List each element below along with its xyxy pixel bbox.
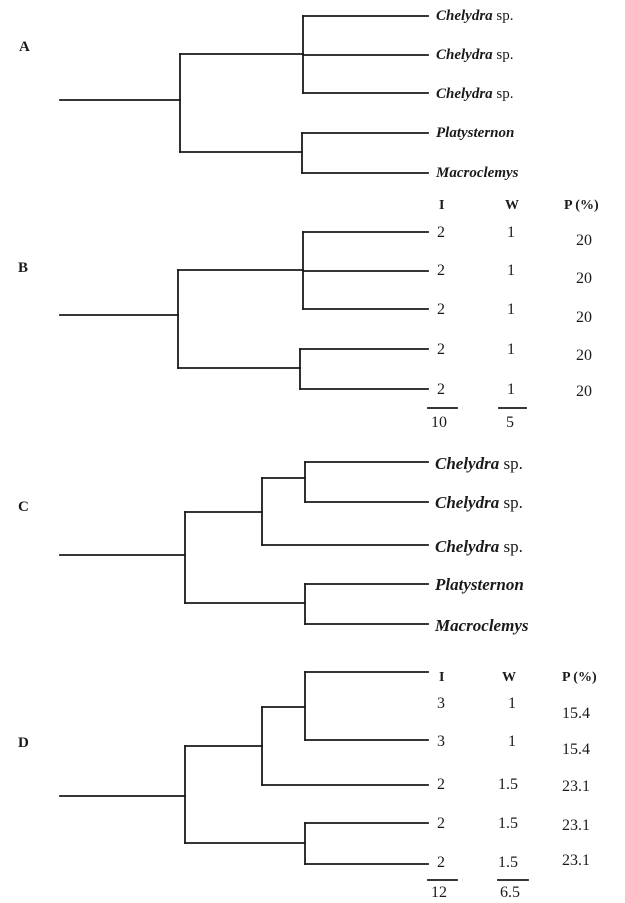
- cell-i: 2: [437, 381, 445, 398]
- cell-i: 2: [437, 854, 445, 871]
- taxon-label: Macroclemys: [436, 165, 519, 181]
- total-w: 5: [506, 414, 514, 431]
- cell-p: 23.1: [562, 778, 590, 795]
- column-header-w: W: [502, 670, 516, 685]
- cell-i: 3: [437, 695, 445, 712]
- taxon-label: Chelydra sp.: [435, 454, 523, 473]
- cell-i: 2: [437, 301, 445, 318]
- column-header-i: I: [439, 670, 445, 685]
- taxon-label: Platysternon: [435, 575, 524, 594]
- taxon-label: Chelydra sp.: [435, 493, 523, 512]
- cell-p: 15.4: [562, 741, 590, 758]
- total-i: 10: [431, 414, 447, 431]
- tree-a: [59, 15, 429, 174]
- cell-i: 3: [437, 733, 445, 750]
- cell-p: 20: [576, 383, 592, 400]
- column-header-w: W: [505, 198, 519, 213]
- taxon-label: Chelydra sp.: [436, 47, 514, 63]
- cell-w: 1: [507, 224, 515, 241]
- taxon-label: Platysternon: [436, 125, 515, 141]
- cell-w: 1.5: [498, 854, 518, 871]
- cell-p: 23.1: [562, 817, 590, 834]
- cell-w: 1: [507, 381, 515, 398]
- cell-p: 20: [576, 270, 592, 287]
- taxon-label: Macroclemys: [435, 616, 529, 635]
- panel-label-d: D: [18, 735, 29, 751]
- cell-i: 2: [437, 224, 445, 241]
- panel-label-a: A: [19, 39, 30, 55]
- cell-w: 1.5: [498, 776, 518, 793]
- taxon-label: Chelydra sp.: [436, 86, 514, 102]
- column-header-p: P (%): [564, 198, 599, 213]
- cell-w: 1: [508, 733, 516, 750]
- cell-w: 1: [507, 262, 515, 279]
- cell-i: 2: [437, 341, 445, 358]
- cell-p: 20: [576, 309, 592, 326]
- tree-b: [59, 231, 527, 409]
- cell-w: 1: [508, 695, 516, 712]
- tree-c: [59, 461, 429, 625]
- cell-i: 2: [437, 815, 445, 832]
- total-i: 12: [431, 884, 447, 901]
- tree-d: [59, 671, 529, 881]
- taxon-label: Chelydra sp.: [435, 537, 523, 556]
- cell-w: 1: [507, 301, 515, 318]
- panel-label-b: B: [18, 260, 29, 276]
- cell-p: 23.1: [562, 852, 590, 869]
- cell-w: 1: [507, 341, 515, 358]
- column-header-p: P (%): [562, 670, 597, 685]
- cell-w: 1.5: [498, 815, 518, 832]
- cell-i: 2: [437, 776, 445, 793]
- panel-label-c: C: [18, 499, 29, 515]
- cell-p: 20: [576, 232, 592, 249]
- column-header-i: I: [439, 198, 445, 213]
- total-w: 6.5: [500, 884, 520, 901]
- cell-i: 2: [437, 262, 445, 279]
- taxon-label: Chelydra sp.: [436, 8, 514, 24]
- cell-p: 15.4: [562, 705, 590, 722]
- cell-p: 20: [576, 347, 592, 364]
